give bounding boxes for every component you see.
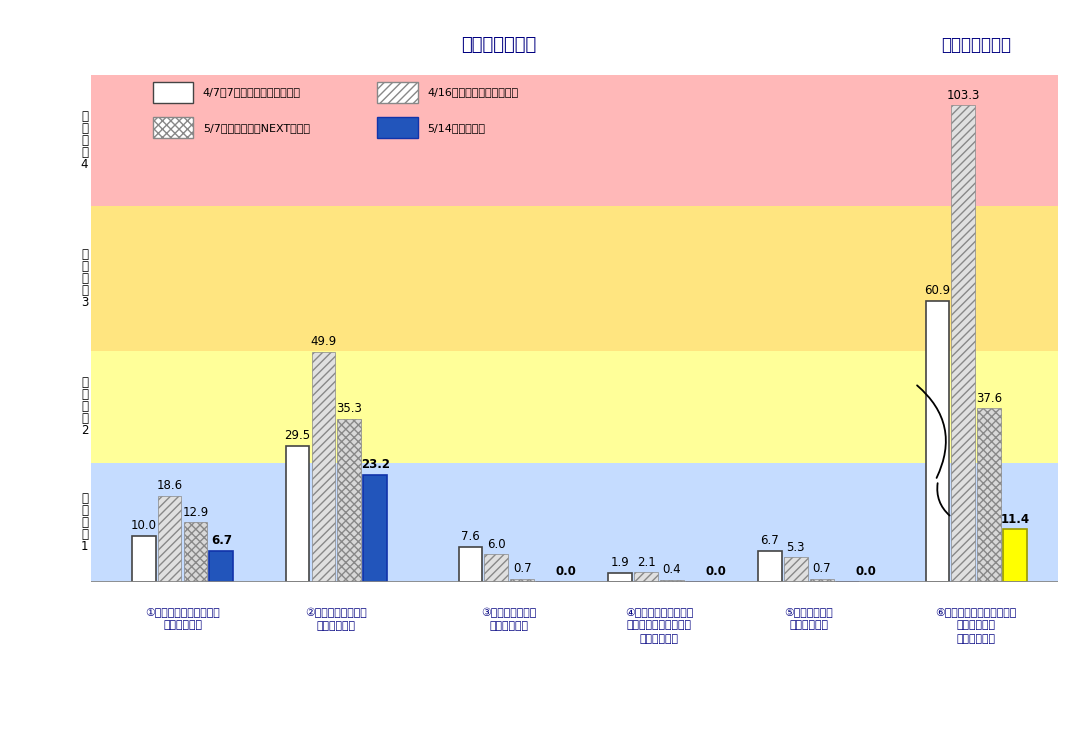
Text: 4/16（全国緊急事態宣言）: 4/16（全国緊急事態宣言） [427, 87, 519, 98]
Text: 18.6: 18.6 [157, 480, 183, 492]
Text: 0.0: 0.0 [855, 565, 876, 578]
Bar [209, 551, 233, 582]
Text: 5/7（茨城コロナNEXT発表）: 5/7（茨城コロナNEXT発表） [203, 123, 310, 133]
Bar [784, 557, 808, 582]
Bar [363, 475, 387, 582]
FancyArrowPatch shape [938, 483, 949, 515]
Text: 49.9: 49.9 [310, 335, 336, 348]
Text: 【都内の状況】: 【都内の状況】 [941, 37, 1012, 54]
Text: 5.3: 5.3 [786, 541, 806, 554]
Text: ⑥経路不明陽性者数（人）
（調査中等）
＜感染状況＞: ⑥経路不明陽性者数（人） （調査中等） ＜感染状況＞ [935, 607, 1017, 644]
Text: 0.0: 0.0 [706, 565, 726, 578]
Bar [91, 463, 1058, 582]
Bar [377, 82, 418, 103]
Text: ④陽性者のうち，濃厚
接触者以外の数（人）
＜感染状況＞: ④陽性者のうち，濃厚 接触者以外の数（人） ＜感染状況＞ [625, 607, 693, 644]
Text: ②病床稼働率（％）
＜医療体制＞: ②病床稼働率（％） ＜医療体制＞ [305, 607, 367, 631]
Bar [661, 580, 684, 582]
Bar [952, 105, 975, 582]
Text: 12.9: 12.9 [183, 506, 208, 518]
Bar [926, 301, 949, 582]
Bar [91, 207, 1058, 351]
Text: 6.7: 6.7 [760, 534, 780, 548]
FancyArrowPatch shape [917, 386, 946, 478]
Text: 11.4: 11.4 [1001, 513, 1030, 526]
Bar [608, 573, 633, 582]
Text: 10.0: 10.0 [131, 519, 157, 532]
Text: 23.2: 23.2 [361, 458, 390, 471]
Text: 37.6: 37.6 [976, 392, 1002, 405]
Bar [132, 536, 156, 582]
Bar [810, 579, 833, 582]
Bar [286, 446, 309, 582]
Text: ⑤陽性率（％）
＜感染状況＞: ⑤陽性率（％） ＜感染状況＞ [784, 607, 833, 630]
Text: 0.4: 0.4 [663, 563, 681, 577]
Bar [153, 117, 193, 138]
Text: ①重症病床稼働率（％）
＜医療体制＞: ①重症病床稼働率（％） ＜医療体制＞ [145, 607, 220, 630]
Text: 【県内の状況】: 【県内の状況】 [462, 37, 537, 54]
Bar [311, 352, 335, 582]
Bar [91, 351, 1058, 463]
Text: 60.9: 60.9 [925, 284, 950, 298]
Bar [337, 419, 361, 582]
Text: 4/7（7都府県緊急事態宣言）: 4/7（7都府県緊急事態宣言） [203, 87, 301, 98]
Text: 0.0: 0.0 [555, 565, 577, 578]
Bar [758, 551, 782, 582]
Text: ス
テ
ー
ジ
2: ス テ ー ジ 2 [81, 377, 88, 437]
Text: 7.6: 7.6 [461, 530, 480, 543]
Bar [634, 572, 658, 582]
Text: ス
テ
ー
ジ
4: ス テ ー ジ 4 [81, 110, 88, 171]
Bar [158, 496, 182, 582]
Text: ③陽性者数（人）
＜感染状況＞: ③陽性者数（人） ＜感染状況＞ [481, 607, 537, 631]
Text: 0.7: 0.7 [513, 562, 532, 575]
Text: 35.3: 35.3 [336, 402, 362, 416]
Text: 2.1: 2.1 [637, 556, 655, 568]
Text: 5/14（最新値）: 5/14（最新値） [427, 123, 485, 133]
Text: 0.7: 0.7 [812, 562, 831, 575]
Bar [377, 117, 418, 138]
Text: ス
テ
ー
ジ
3: ス テ ー ジ 3 [81, 248, 88, 310]
Bar [510, 579, 534, 582]
Bar [91, 75, 1058, 207]
Text: 6.7: 6.7 [211, 534, 232, 548]
Text: 29.5: 29.5 [285, 429, 310, 442]
Bar [1003, 530, 1027, 582]
Bar [153, 82, 193, 103]
Text: ス
テ
ー
ジ
1: ス テ ー ジ 1 [81, 492, 88, 553]
Text: 1.9: 1.9 [611, 557, 629, 569]
Bar [184, 522, 207, 582]
Bar [484, 554, 508, 582]
Bar [977, 409, 1001, 582]
Text: 6.0: 6.0 [487, 538, 506, 551]
Bar [459, 547, 482, 582]
Text: 103.3: 103.3 [946, 89, 979, 101]
